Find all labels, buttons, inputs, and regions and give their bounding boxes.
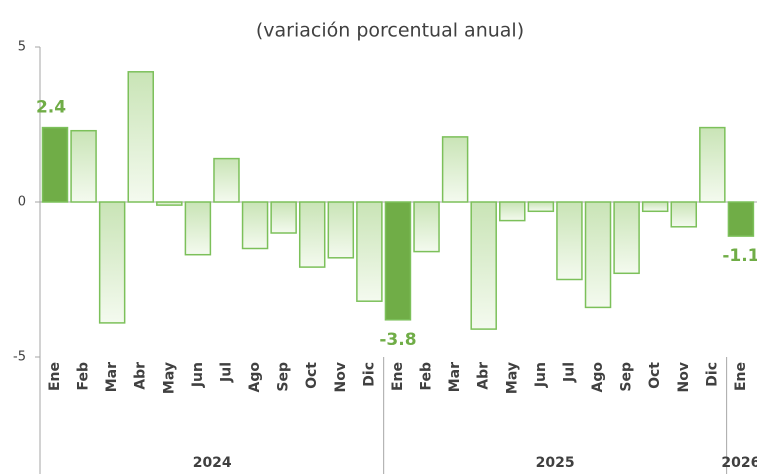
- bar: [70, 129, 97, 203]
- bar: [470, 201, 497, 330]
- bar: [413, 201, 440, 253]
- x-tick-label: Nov: [333, 362, 349, 392]
- x-tick-label: Jul: [561, 362, 577, 383]
- bar: [356, 201, 383, 302]
- bar: [156, 201, 183, 206]
- x-tick-label: Nov: [676, 362, 692, 392]
- bar: [41, 126, 69, 203]
- bar: [127, 71, 154, 203]
- value-label: -3.8: [379, 330, 416, 350]
- x-tick-label: Ene: [47, 362, 63, 391]
- bar: [184, 201, 212, 256]
- x-tick-label: Abr: [133, 362, 149, 390]
- group-label: 2024: [193, 455, 232, 471]
- x-tick-label: May: [504, 362, 520, 394]
- bar: [441, 136, 469, 203]
- bar: [327, 201, 355, 259]
- x-tick-label: Ene: [390, 362, 406, 391]
- x-tick-label: Feb: [419, 362, 435, 391]
- group-label: 2025: [536, 455, 575, 471]
- x-tick-label: Dic: [704, 362, 720, 387]
- value-label: -1.1: [722, 246, 757, 266]
- bar: [298, 201, 326, 268]
- bar: [241, 201, 269, 250]
- y-tick-label: 5: [18, 40, 26, 55]
- bar: [670, 201, 698, 228]
- value-label: 2.4: [36, 98, 66, 118]
- x-tick-label: Oct: [647, 362, 663, 389]
- x-tick-label: Ago: [247, 362, 263, 393]
- x-tick-label: Ene: [733, 362, 749, 391]
- x-tick-label: Dic: [361, 362, 377, 387]
- bar: [727, 201, 755, 237]
- bar: [213, 157, 240, 203]
- bar: [527, 201, 555, 213]
- x-tick-label: Feb: [76, 362, 92, 391]
- x-tick-label: Sep: [619, 362, 635, 392]
- x-tick-label: Jun: [190, 362, 206, 388]
- bar: [270, 201, 297, 234]
- x-tick-label: May: [161, 362, 177, 394]
- x-tick-label: Oct: [304, 362, 320, 389]
- bar: [641, 201, 669, 213]
- bar: [584, 201, 612, 309]
- y-tick-label: 0: [18, 195, 26, 210]
- bar: [556, 201, 583, 281]
- group-label: 2026: [721, 455, 757, 471]
- x-tick-label: Ago: [590, 362, 606, 393]
- x-tick-label: Mar: [447, 362, 463, 392]
- x-tick-label: Jul: [218, 362, 234, 383]
- bar: [98, 201, 126, 324]
- chart-title: (variación porcentual anual): [256, 20, 524, 42]
- y-tick-label: -5: [13, 350, 26, 365]
- x-tick-label: Jun: [533, 362, 549, 388]
- bar: [613, 201, 640, 275]
- bar: [699, 126, 726, 203]
- x-tick-label: Mar: [104, 362, 120, 392]
- bar: [499, 201, 526, 222]
- bar: [384, 201, 412, 321]
- x-tick-label: Sep: [276, 362, 292, 392]
- x-tick-label: Abr: [476, 362, 492, 390]
